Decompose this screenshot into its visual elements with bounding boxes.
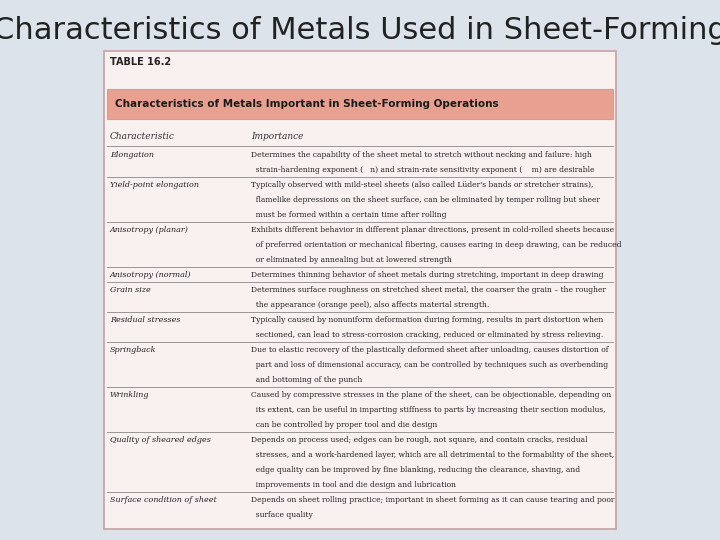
Text: or eliminated by annealing but at lowered strength: or eliminated by annealing but at lowere… <box>251 256 452 264</box>
Text: Due to elastic recovery of the plastically deformed sheet after unloading, cause: Due to elastic recovery of the plastical… <box>251 346 608 354</box>
Text: Depends on process used; edges can be rough, not square, and contain cracks, res: Depends on process used; edges can be ro… <box>251 436 588 444</box>
Text: part and loss of dimensional accuracy, can be controlled by techniques such as o: part and loss of dimensional accuracy, c… <box>251 361 608 369</box>
Text: Determines surface roughness on stretched sheet metal, the coarser the grain – t: Determines surface roughness on stretche… <box>251 286 606 294</box>
Text: Anisotropy (normal): Anisotropy (normal) <box>109 271 191 279</box>
Text: Importance: Importance <box>251 132 304 141</box>
Text: Determines thinning behavior of sheet metals during stretching, important in dee: Determines thinning behavior of sheet me… <box>251 271 603 279</box>
Text: Exhibits different behavior in different planar directions, present in cold-roll: Exhibits different behavior in different… <box>251 226 614 234</box>
Text: sectioned, can lead to stress-corrosion cracking, reduced or eliminated by stres: sectioned, can lead to stress-corrosion … <box>251 332 603 339</box>
Text: Anisotropy (planar): Anisotropy (planar) <box>109 226 189 234</box>
Text: of preferred orientation or mechanical fibering, causes earing in deep drawing, : of preferred orientation or mechanical f… <box>251 241 621 249</box>
Text: Characteristics of Metals Used in Sheet-Forming: Characteristics of Metals Used in Sheet-… <box>0 16 720 45</box>
Text: its extent, can be useful in imparting stiffness to parts by increasing their se: its extent, can be useful in imparting s… <box>251 407 606 414</box>
Text: TABLE 16.2: TABLE 16.2 <box>109 57 171 67</box>
Text: Grain size: Grain size <box>109 286 150 294</box>
Text: Quality of sheared edges: Quality of sheared edges <box>109 436 210 444</box>
Text: Surface condition of sheet: Surface condition of sheet <box>109 496 217 504</box>
Text: the appearance (orange peel), also affects material strength.: the appearance (orange peel), also affec… <box>251 301 490 309</box>
Text: Caused by compressive stresses in the plane of the sheet, can be objectionable, : Caused by compressive stresses in the pl… <box>251 392 611 400</box>
FancyBboxPatch shape <box>107 89 613 119</box>
Text: Wrinkling: Wrinkling <box>109 392 149 400</box>
Text: Elongation: Elongation <box>109 151 153 159</box>
Text: stresses, and a work-hardened layer, which are all detrimental to the formabilit: stresses, and a work-hardened layer, whi… <box>251 451 614 460</box>
Text: Typically observed with mild-steel sheets (also called Lüder's bands or stretche: Typically observed with mild-steel sheet… <box>251 181 593 189</box>
Text: Depends on sheet rolling practice; important in sheet forming as it can cause te: Depends on sheet rolling practice; impor… <box>251 496 615 504</box>
Text: Springback: Springback <box>109 346 156 354</box>
Text: Characteristics of Metals Important in Sheet-Forming Operations: Characteristics of Metals Important in S… <box>115 99 499 109</box>
Text: can be controlled by proper tool and die design: can be controlled by proper tool and die… <box>251 421 438 429</box>
Text: surface quality: surface quality <box>251 511 313 519</box>
Text: Characteristic: Characteristic <box>109 132 174 141</box>
Text: Determines the capability of the sheet metal to stretch without necking and fail: Determines the capability of the sheet m… <box>251 151 592 159</box>
Text: Typically caused by nonuniform deformation during forming, results in part disto: Typically caused by nonuniform deformati… <box>251 316 603 325</box>
FancyBboxPatch shape <box>104 51 616 529</box>
Text: and bottoming of the punch: and bottoming of the punch <box>251 376 363 384</box>
Text: Residual stresses: Residual stresses <box>109 316 180 325</box>
Text: improvements in tool and die design and lubrication: improvements in tool and die design and … <box>251 482 456 489</box>
Text: strain-hardening exponent (   n) and strain-rate sensitivity exponent (    m) ar: strain-hardening exponent ( n) and strai… <box>251 166 595 174</box>
Text: Yield-point elongation: Yield-point elongation <box>109 181 199 189</box>
Text: edge quality can be improved by fine blanking, reducing the clearance, shaving, : edge quality can be improved by fine bla… <box>251 467 580 475</box>
Text: must be formed within a certain time after rolling: must be formed within a certain time aft… <box>251 211 446 219</box>
Text: flamelike depressions on the sheet surface, can be eliminated by temper rolling : flamelike depressions on the sheet surfa… <box>251 196 600 204</box>
